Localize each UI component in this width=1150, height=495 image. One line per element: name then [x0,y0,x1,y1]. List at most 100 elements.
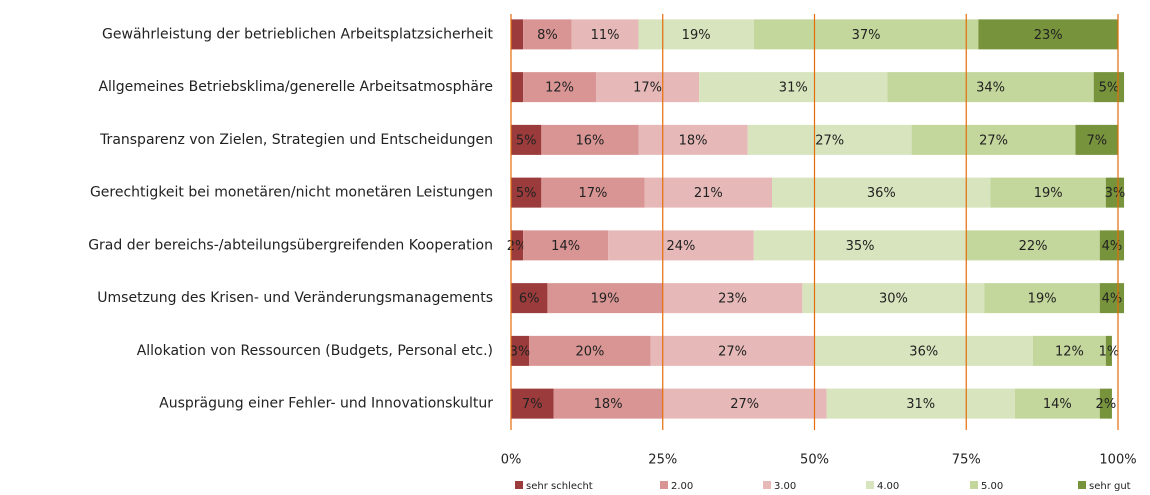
data-label: 5% [516,186,537,201]
bar-segment [541,177,645,208]
category-label: Umsetzung des Krisen- und Veränderungsma… [97,290,493,306]
bar-segment [571,19,639,50]
data-label: 5% [516,133,537,148]
bar-segment [814,335,1034,366]
bar-segment [1033,335,1106,366]
bar-segment [911,124,1076,155]
x-tick-label: 75% [952,453,981,468]
data-label: 31% [906,397,935,412]
category-label: Allokation von Ressourcen (Budgets, Pers… [137,343,493,359]
data-label: 23% [718,292,747,307]
bar-segment [638,19,754,50]
bar-segment [595,72,700,103]
data-label: 24% [667,239,696,254]
legend-swatch [866,481,874,489]
category-label: Gewährleistung der betrieblichen Arbeits… [102,26,493,42]
data-label: 17% [633,81,662,96]
data-label: 19% [1028,292,1057,307]
bar-segment [1099,283,1125,314]
bar-segment [511,388,554,419]
bar-segment [1093,72,1125,103]
data-label: 2% [507,239,528,254]
data-label: 7% [522,397,543,412]
bar-segment [802,283,985,314]
data-label: 5% [1099,81,1120,96]
bar-segment [511,124,542,155]
data-label: 27% [718,344,747,359]
x-tick-label: 25% [648,453,677,468]
bar-segment [638,124,748,155]
bar-segment [699,72,888,103]
legend-swatch [763,481,771,489]
data-label: 12% [545,81,574,96]
category-label: Gerechtigkeit bei monetären/nicht monetä… [90,185,493,201]
data-label: 27% [979,133,1008,148]
data-label: 36% [909,344,938,359]
data-label: 18% [679,133,708,148]
category-label: Allgemeines Betriebsklima/generelle Arbe… [98,79,493,95]
bar-segment [523,230,609,261]
bar-segment [662,388,827,419]
category-label: Transparenz von Zielen, Strategien und E… [99,132,493,148]
data-label: 17% [578,186,607,201]
bar-segment [1105,335,1112,366]
data-label: 37% [852,28,881,43]
bar-segment [966,230,1100,261]
bar-segment [553,388,663,419]
data-label: 7% [1086,133,1107,148]
bar-segment [1075,124,1118,155]
bar-segment [826,388,1015,419]
legend-swatch [1078,481,1086,489]
legend-label: 4.00 [877,481,899,492]
data-label: 30% [879,292,908,307]
bar-segment [511,283,548,314]
data-label: 22% [1019,239,1048,254]
data-label: 18% [594,397,623,412]
legend-label: sehr gut [1089,481,1131,492]
bar-segment [608,230,754,261]
data-label: 4% [1102,239,1123,254]
bar-segment [1105,177,1125,208]
bar-segment [541,124,639,155]
legend-label: 2.00 [671,481,693,492]
data-label: 3% [1105,186,1126,201]
data-label: 31% [779,81,808,96]
legend-swatch [660,481,668,489]
bar-segment [511,177,542,208]
bar-segment [772,177,991,208]
bar-segment [644,177,773,208]
data-label: 16% [575,133,604,148]
bar-segment [511,19,524,50]
bar-segment [1099,230,1125,261]
legend-swatch [970,481,978,489]
category-label: Grad der bereichs-/abteilungsübergreifen… [88,237,493,253]
legend-label: sehr schlecht [526,481,593,492]
data-label: 19% [682,28,711,43]
bar-segment [984,283,1100,314]
data-label: 14% [1043,397,1072,412]
bar-segment [511,335,530,366]
bar-segment [523,72,596,103]
data-label: 3% [510,344,531,359]
bar-segment [753,230,967,261]
legend-label: 5.00 [981,481,1003,492]
bar-segment [547,283,663,314]
data-label: 35% [846,239,875,254]
legend-swatch [515,481,523,489]
bar-segment [511,230,524,261]
bar-segment [662,283,803,314]
data-label: 23% [1034,28,1063,43]
data-label: 34% [976,81,1005,96]
data-label: 19% [591,292,620,307]
data-label: 27% [730,397,759,412]
data-label: 6% [519,292,540,307]
data-label: 20% [575,344,604,359]
data-label: 2% [1096,397,1117,412]
category-label: Ausprägung einer Fehler- und Innovations… [159,396,493,412]
bar-segment [1099,388,1112,419]
bar-segment [511,72,524,103]
data-label: 4% [1102,292,1123,307]
bar-segment [753,19,979,50]
legend-label: 3.00 [774,481,796,492]
bar-segment [990,177,1106,208]
